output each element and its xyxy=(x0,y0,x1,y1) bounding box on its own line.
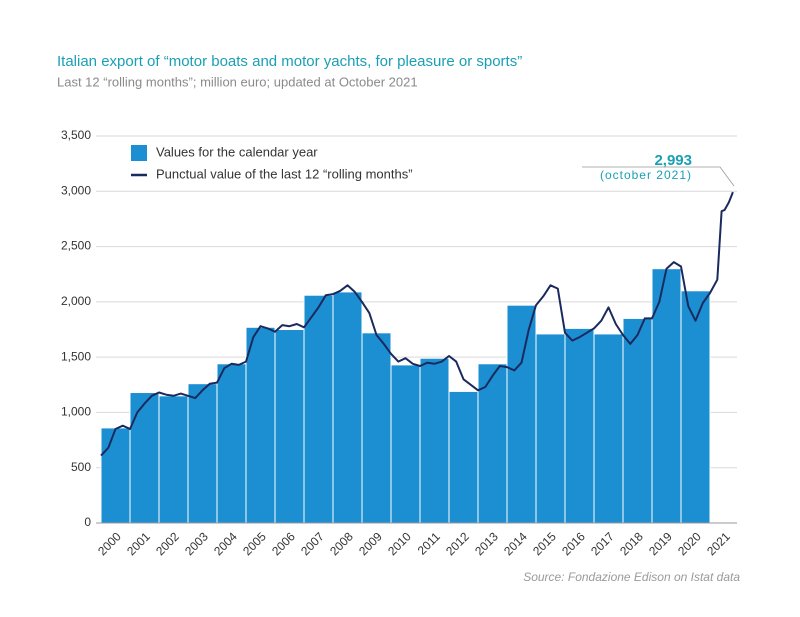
annotation-leader xyxy=(582,166,735,187)
annotation-value: 2,993 xyxy=(654,152,692,169)
y-tick-label: 1,000 xyxy=(61,405,91,419)
bar xyxy=(419,357,450,524)
x-tick-label: 2009 xyxy=(356,529,385,558)
x-tick-label: 2003 xyxy=(182,529,211,558)
x-tick-label: 2000 xyxy=(95,529,124,558)
x-tick-label: 2015 xyxy=(530,529,559,558)
x-tick-label: 2004 xyxy=(211,529,240,558)
line xyxy=(100,191,734,457)
bar xyxy=(593,333,624,524)
x-tick-label: 2011 xyxy=(415,529,443,557)
chart-title: Italian export of “motor boats and motor… xyxy=(57,53,522,70)
x-tick-label: 2019 xyxy=(646,529,675,558)
bar xyxy=(158,395,189,524)
bar xyxy=(506,304,537,524)
y-tick-label: 3,500 xyxy=(61,128,91,142)
x-tick-label: 2012 xyxy=(443,529,472,558)
x-tick-label: 2020 xyxy=(675,529,704,558)
annotation-date: (october 2021) xyxy=(600,168,692,182)
chart-subtitle: Last 12 “rolling months”; million euro; … xyxy=(57,74,418,89)
bar xyxy=(216,363,247,524)
x-tick-label: 2010 xyxy=(385,529,414,558)
x-tick-label: 2008 xyxy=(327,529,356,558)
bar xyxy=(680,290,711,524)
x-tick-label: 2002 xyxy=(153,529,182,558)
x-tick-label: 2013 xyxy=(472,529,501,558)
bar xyxy=(332,291,363,524)
bar xyxy=(361,332,392,524)
y-tick-label: 0 xyxy=(84,515,91,529)
x-tick-label: 2006 xyxy=(269,529,298,558)
bar xyxy=(245,326,276,524)
x-tick-label: 2018 xyxy=(617,529,646,558)
bar xyxy=(477,363,508,524)
x-tick-label: 2021 xyxy=(704,529,733,558)
bar xyxy=(303,294,334,524)
bar xyxy=(187,383,218,524)
bar xyxy=(448,390,479,524)
legend-label: Values for the calendar year xyxy=(156,144,318,159)
bar xyxy=(129,392,160,524)
bar xyxy=(535,333,566,524)
x-tick-label: 2001 xyxy=(124,529,153,558)
y-tick-label: 2,000 xyxy=(61,294,91,308)
bar xyxy=(100,427,131,524)
bar xyxy=(622,317,653,524)
x-tick-label: 2005 xyxy=(240,529,269,558)
x-tick-label: 2017 xyxy=(588,529,617,558)
y-tick-label: 3,000 xyxy=(61,183,91,197)
bar xyxy=(274,329,305,524)
y-tick-label: 2,500 xyxy=(61,239,91,253)
bar xyxy=(564,327,595,524)
x-tick-label: 2007 xyxy=(298,529,327,558)
source: Source: Fondazione Edison on Istat data xyxy=(523,570,740,584)
x-tick-label: 2014 xyxy=(501,529,530,558)
legend-label: Punctual value of the last 12 “rolling m… xyxy=(156,166,413,181)
x-tick-label: 2016 xyxy=(559,529,588,558)
legend-swatch xyxy=(131,145,147,161)
bar xyxy=(390,364,421,524)
y-tick-label: 1,500 xyxy=(61,349,91,363)
y-tick-label: 500 xyxy=(71,460,91,474)
